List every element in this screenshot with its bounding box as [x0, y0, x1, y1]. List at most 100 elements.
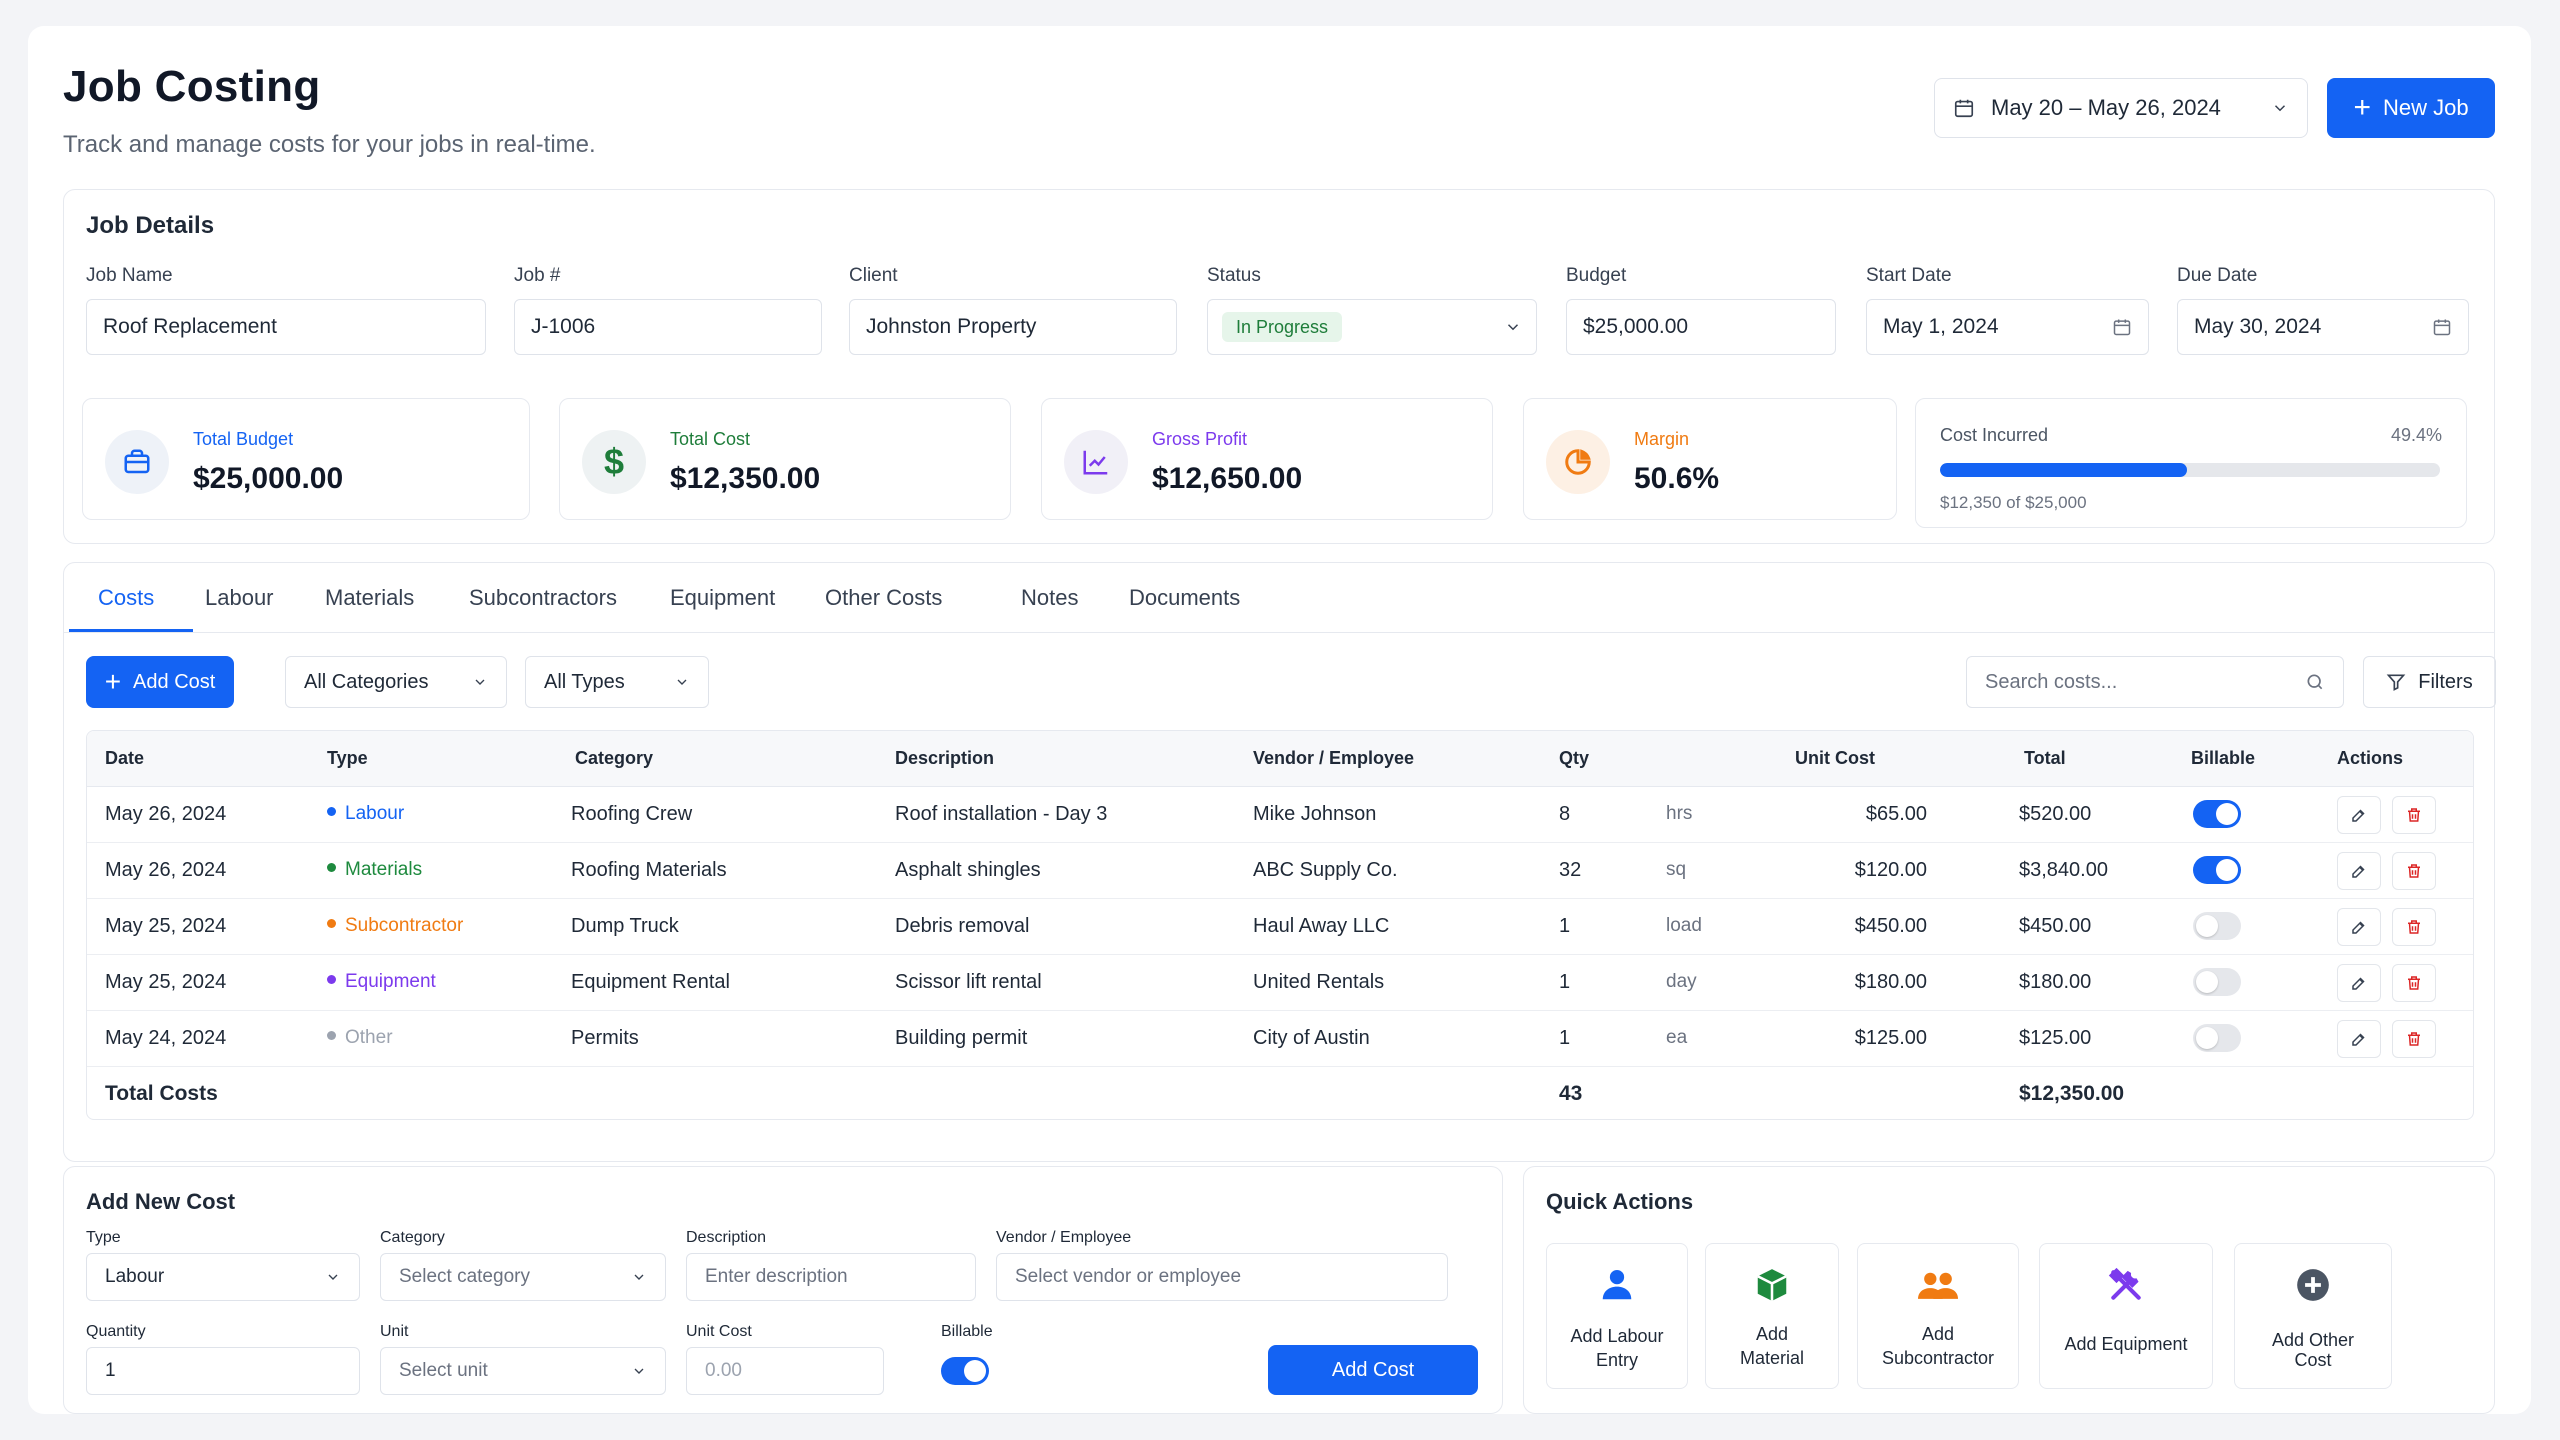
type-dot — [327, 975, 336, 985]
tab-notes[interactable]: Notes — [1021, 585, 1079, 610]
cell-unit-cost: $120.00 — [1854, 859, 1927, 881]
type-filter-select[interactable]: All Types — [525, 656, 709, 708]
budget-input[interactable]: $25,000.00 — [1566, 299, 1836, 355]
edit-button[interactable] — [2337, 1020, 2381, 1058]
job-name-input[interactable]: Roof Replacement — [86, 299, 486, 355]
edit-button[interactable] — [2337, 796, 2381, 834]
cell-qty: 1 — [1559, 971, 1571, 993]
tab-subcontractors[interactable]: Subcontractors — [469, 585, 617, 610]
job-number-input[interactable]: J-1006 — [514, 299, 822, 355]
chevron-down-icon — [475, 679, 485, 685]
description-label: Description — [686, 1229, 767, 1246]
cell-unit: hrs — [1666, 803, 1693, 824]
vendor-select[interactable]: Select vendor or employee — [996, 1253, 1448, 1301]
type-select[interactable]: Labour — [86, 1253, 360, 1301]
cell-total: $520.00 — [2019, 803, 2092, 825]
category-filter-select[interactable]: All Categories — [285, 656, 507, 708]
person-icon — [1547, 1266, 1687, 1304]
tab-equipment[interactable]: Equipment — [670, 585, 776, 610]
add-other-cost-button[interactable]: Add Other Cost — [2234, 1243, 2392, 1389]
new-job-button[interactable]: + New Job — [2327, 78, 2495, 138]
type-value: Labour — [105, 1266, 165, 1287]
col-category: Category — [575, 748, 654, 768]
trash-icon — [2408, 864, 2420, 878]
cell-date: May 25, 2024 — [105, 971, 227, 993]
quick-action-label: Material — [1739, 1348, 1805, 1368]
delete-button[interactable] — [2392, 964, 2436, 1002]
edit-button[interactable] — [2337, 964, 2381, 1002]
type-label: Subcontractor — [345, 915, 464, 936]
unit-select[interactable]: Select unit — [380, 1347, 666, 1395]
add-equipment-button[interactable]: Add Equipment — [2039, 1243, 2213, 1389]
cell-type: Equipment — [327, 971, 436, 993]
total-label: Total Costs — [105, 1082, 218, 1105]
unit-cost-placeholder: 0.00 — [705, 1360, 742, 1381]
toggle-knob — [2216, 859, 2238, 881]
due-date-input[interactable]: May 30, 2024 — [2177, 299, 2469, 355]
cost-incurred-progress-track — [1940, 463, 2440, 477]
billable-toggle[interactable] — [2193, 912, 2241, 940]
cell-date: May 26, 2024 — [105, 803, 227, 825]
add-labour-entry-button[interactable]: Add Labour Entry — [1546, 1243, 1688, 1389]
filters-button[interactable]: Filters — [2363, 656, 2496, 708]
col-total: Total — [2024, 748, 2066, 768]
cell-type: Materials — [327, 859, 422, 881]
billable-toggle[interactable] — [941, 1357, 989, 1385]
page-container: Job Costing Track and manage costs for y… — [28, 26, 2531, 1414]
cell-category: Equipment Rental — [571, 971, 730, 993]
chevron-down-icon — [634, 1274, 644, 1280]
trash-icon — [2408, 920, 2420, 934]
cost-incurred-label: Cost Incurred — [1940, 425, 2049, 445]
start-date-value: May 1, 2024 — [1883, 315, 1999, 338]
trash-icon — [2408, 808, 2420, 822]
billable-toggle[interactable] — [2193, 1024, 2241, 1052]
status-select[interactable]: In Progress — [1207, 299, 1537, 355]
billable-toggle[interactable] — [2193, 800, 2241, 828]
start-date-input[interactable]: May 1, 2024 — [1866, 299, 2149, 355]
stat-label: Total Cost — [670, 429, 751, 449]
tab-documents[interactable]: Documents — [1129, 585, 1241, 610]
description-placeholder: Enter description — [705, 1266, 848, 1287]
calendar-icon[interactable] — [2112, 317, 2132, 337]
quantity-value: 1 — [105, 1360, 116, 1381]
delete-button[interactable] — [2392, 908, 2436, 946]
search-costs-input[interactable]: Search costs... — [1966, 656, 2344, 708]
quantity-input[interactable]: 1 — [86, 1347, 360, 1395]
cell-unit-cost: $65.00 — [1865, 803, 1927, 825]
edit-icon — [2352, 809, 2365, 822]
client-input[interactable]: Johnston Property — [849, 299, 1177, 355]
add-material-button[interactable]: Add Material — [1705, 1243, 1839, 1389]
billable-toggle[interactable] — [2193, 856, 2241, 884]
category-placeholder: Select category — [399, 1266, 530, 1287]
calendar-icon[interactable] — [2432, 317, 2452, 337]
quick-actions-title: Quick Actions — [1546, 1189, 1694, 1214]
tab-labour[interactable]: Labour — [205, 585, 274, 610]
quick-actions-card: Quick Actions Add Labour Entry Add Mater… — [1523, 1166, 2495, 1414]
description-input[interactable]: Enter description — [686, 1253, 976, 1301]
tab-costs[interactable]: Costs — [98, 585, 155, 610]
unit-cost-input[interactable]: 0.00 — [686, 1347, 884, 1395]
edit-button[interactable] — [2337, 852, 2381, 890]
tab-materials[interactable]: Materials — [325, 585, 415, 610]
cell-description: Building permit — [895, 1027, 1028, 1049]
stat-value: $12,350.00 — [670, 462, 821, 495]
category-select[interactable]: Select category — [380, 1253, 666, 1301]
quick-action-label: Add Labour — [1570, 1326, 1664, 1346]
tools-icon — [2040, 1266, 2212, 1304]
billable-label: Billable — [941, 1323, 993, 1340]
date-range-picker[interactable]: May 20 – May 26, 2024 — [1934, 78, 2308, 138]
delete-button[interactable] — [2392, 852, 2436, 890]
add-subcontractor-button[interactable]: Add Subcontractor — [1857, 1243, 2019, 1389]
stat-label: Gross Profit — [1152, 429, 1248, 449]
delete-button[interactable] — [2392, 1020, 2436, 1058]
add-cost-submit-button[interactable]: Add Cost — [1268, 1345, 1478, 1395]
tab-other-costs[interactable]: Other Costs — [825, 585, 943, 610]
pie-chart-icon — [1546, 430, 1610, 494]
category-filter-value: All Categories — [304, 670, 429, 693]
add-cost-button[interactable]: + Add Cost — [86, 656, 234, 708]
type-label: Equipment — [345, 971, 436, 992]
billable-toggle[interactable] — [2193, 968, 2241, 996]
delete-button[interactable] — [2392, 796, 2436, 834]
table-row: May 24, 2024 Other Permits Building permit C… — [87, 1011, 2473, 1067]
edit-button[interactable] — [2337, 908, 2381, 946]
